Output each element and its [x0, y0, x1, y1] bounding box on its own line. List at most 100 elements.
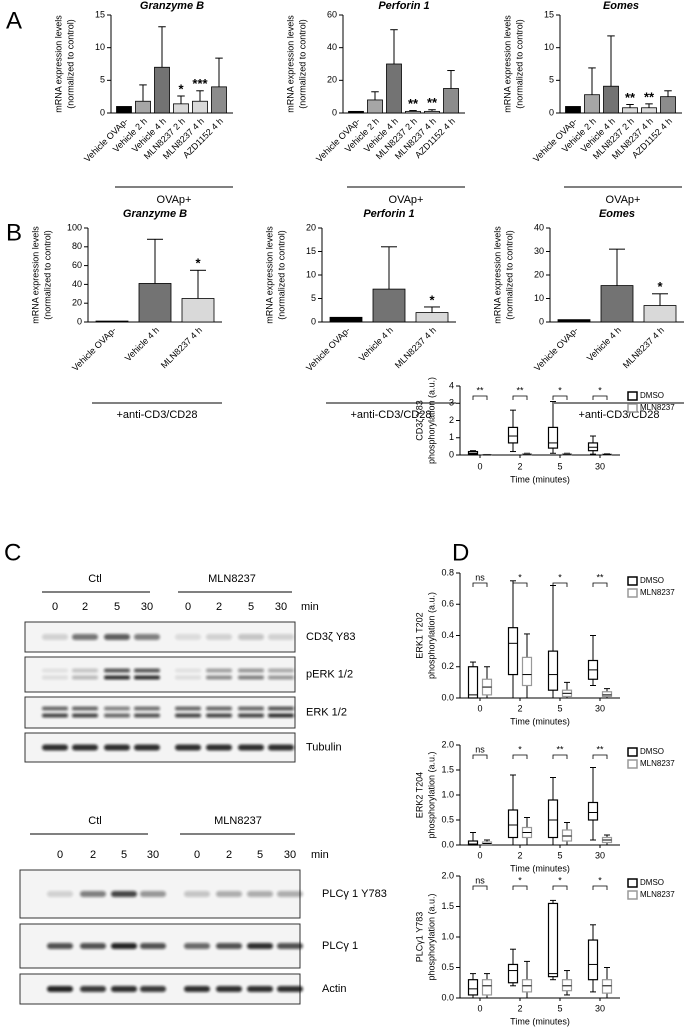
significance-label: * [518, 875, 522, 885]
x-tick-label: Vehicle OVAp- [304, 325, 352, 373]
blot-band [111, 891, 137, 897]
bar [192, 100, 208, 114]
blot-band [206, 634, 232, 640]
bar [405, 110, 421, 114]
blot-band [238, 634, 264, 640]
x-tick-label: MLN8237 4 h [159, 325, 204, 370]
significance-label: * [558, 385, 562, 395]
significance-label: ** [408, 96, 419, 111]
blot-row-label: PLCγ 1 [322, 940, 358, 952]
blot-band [72, 675, 98, 680]
y-tick-label: 60 [72, 260, 82, 270]
x-axis-label: Time (minutes) [510, 716, 570, 726]
x-tick-label: 0 [477, 461, 482, 471]
y-tick-label: 5 [311, 293, 316, 303]
x-tick-label: MLN8237 4 h [621, 325, 666, 370]
y-tick-label: 0.8 [441, 567, 454, 577]
blot-band [238, 668, 264, 673]
y-tick-label: 0.0 [441, 992, 454, 1002]
blot-row-label: Tubulin [306, 741, 342, 753]
y-tick-label: 30 [534, 246, 544, 256]
y-axis-label: mRNA expression levels [264, 226, 274, 324]
blot-band [206, 675, 232, 680]
box [587, 801, 599, 821]
blot-band [277, 943, 303, 949]
x-tick-label: 30 [595, 850, 605, 860]
blot-row-label: PLCγ 1 Y783 [322, 888, 387, 900]
y-tick-label: 0 [539, 316, 544, 326]
group-label: +anti-CD3/CD28 [578, 409, 659, 421]
significance-label: * [178, 81, 184, 96]
blot-group-label: Ctl [88, 815, 101, 827]
x-tick-label: 5 [557, 703, 562, 713]
bar [154, 66, 170, 114]
significance-bracket [592, 885, 608, 890]
y-tick-label: 15 [544, 9, 554, 19]
y-tick-label: 5 [100, 75, 105, 85]
y-tick-label: 1.0 [441, 931, 454, 941]
blot-band [268, 706, 294, 711]
blot-band [134, 634, 160, 640]
chart-title: Granzyme B [123, 208, 187, 220]
blot-frame [24, 696, 296, 729]
y-tick-label: 10 [95, 42, 105, 52]
legend-swatch [627, 576, 638, 586]
y-tick-label: 0.0 [441, 839, 454, 849]
y-tick-label: 10 [534, 293, 544, 303]
blot-band [134, 668, 160, 673]
x-tick-label: 2 [517, 850, 522, 860]
legend-label: MLN8237 [640, 890, 675, 899]
box [601, 691, 613, 698]
significance-label: * [598, 875, 602, 885]
x-tick-label: 0 [477, 1003, 482, 1013]
blot-band [238, 744, 264, 751]
x-tick-label: Vehicle OVAp- [70, 325, 118, 373]
significance-bracket [592, 395, 608, 400]
x-tick-label: 2 [517, 703, 522, 713]
significance-bracket [552, 885, 568, 890]
y-axis-label: mRNA expression levels [30, 226, 40, 324]
box [547, 650, 559, 691]
significance-bracket [552, 395, 568, 400]
legend-label: MLN8237 [640, 588, 675, 597]
legend-swatch [627, 588, 638, 598]
bar [95, 320, 129, 323]
y-axis-label: ERK2 T204 [414, 772, 424, 818]
significance-label: ** [556, 744, 564, 754]
blot-band [72, 634, 98, 640]
significance-bracket [512, 582, 528, 587]
significance-label: ** [625, 90, 636, 105]
y-tick-label: 10 [306, 269, 316, 279]
blot-band [175, 706, 201, 711]
blot-band [268, 634, 294, 640]
y-tick-label: 4 [449, 380, 454, 390]
significance-label: * [598, 385, 602, 395]
significance-bracket [472, 754, 488, 759]
blot-band [206, 744, 232, 751]
legend-label: DMSO [640, 747, 664, 756]
x-tick-label: MLN8237 4 h [393, 325, 438, 370]
significance-label: ** [516, 385, 524, 395]
group-label: OVAp+ [157, 194, 192, 206]
lane-label: 2 [226, 849, 232, 861]
y-tick-label: 0 [549, 107, 554, 117]
significance-bracket [592, 754, 608, 759]
x-axis-label: Time (minutes) [510, 1016, 570, 1026]
box [547, 902, 559, 978]
blot-group-label: Ctl [88, 573, 101, 585]
significance-label: * [429, 292, 435, 307]
legend-swatch [627, 403, 638, 413]
blot-band [216, 891, 242, 897]
legend-label: MLN8237 [640, 759, 675, 768]
blot-band [111, 986, 137, 992]
blot-band [104, 713, 130, 718]
lane-label: 0 [194, 849, 200, 861]
y-tick-label: 0 [332, 107, 337, 117]
blot-band [140, 891, 166, 897]
significance-bracket [472, 395, 488, 400]
bar [138, 283, 172, 323]
group-label: +anti-CD3/CD28 [350, 409, 431, 421]
chart-title: Eomes [603, 0, 639, 12]
x-tick-label: 5 [557, 1003, 562, 1013]
